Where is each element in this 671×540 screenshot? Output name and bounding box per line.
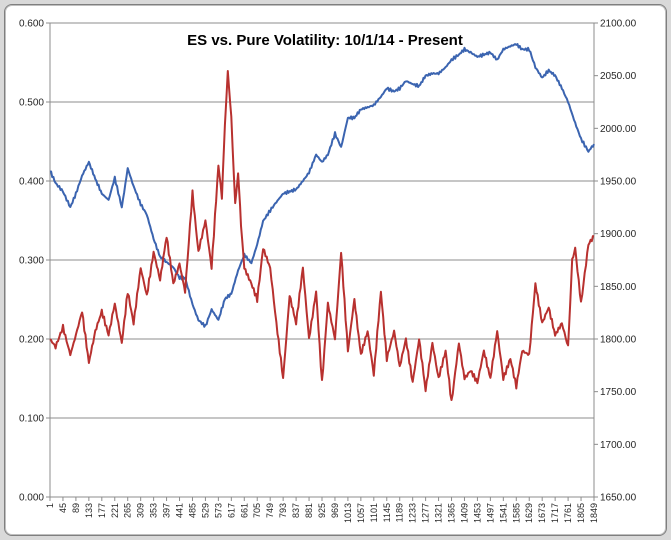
x-tick-label-19: 837: [291, 503, 301, 518]
x-axis-ticks: 1 45 89 133 177 221 265 309 353 397 441 485 529 573 61…: [45, 497, 599, 523]
x-tick-label-26: 1145: [382, 503, 392, 522]
x-tick-label-15: 661: [239, 503, 249, 518]
x-tick-label-10: 441: [175, 503, 185, 518]
x-tick-label-7: 309: [136, 503, 146, 518]
x-tick-label-2: 89: [71, 503, 81, 513]
x-tick-label-35: 1541: [498, 503, 508, 523]
left-tick-label-6: 0.600: [19, 19, 44, 30]
x-tick-label-42: 1849: [589, 503, 599, 523]
x-tick-label-31: 1365: [447, 503, 457, 523]
x-tick-label-30: 1321: [434, 503, 444, 523]
left-axis-ticks: 0.000 0.100 0.200 0.300 0.400 0.500 0.600: [19, 19, 50, 504]
x-tick-label-5: 221: [110, 503, 120, 518]
right-tick-label-5: 1900.00: [600, 229, 637, 240]
x-tick-label-34: 1497: [485, 503, 495, 523]
x-tick-label-24: 1057: [356, 503, 366, 523]
x-tick-label-29: 1277: [421, 503, 431, 523]
x-tick-label-9: 397: [162, 503, 172, 518]
right-axis-ticks: 1650.00 1700.00 1750.00 1800.00 1850.00 1900.…: [594, 19, 637, 504]
series-line-1: [49, 70, 595, 401]
x-tick-label-11: 485: [187, 503, 197, 518]
x-tick-label-37: 1629: [524, 503, 534, 523]
right-tick-label-1: 1700.00: [600, 440, 637, 451]
right-tick-label-3: 1800.00: [600, 335, 637, 346]
left-tick-label-2: 0.200: [19, 335, 44, 346]
x-tick-label-18: 793: [278, 503, 288, 518]
x-tick-label-6: 265: [123, 503, 133, 518]
left-tick-label-5: 0.500: [19, 98, 44, 109]
x-tick-label-17: 749: [265, 503, 275, 518]
x-tick-label-33: 1453: [472, 503, 482, 523]
left-tick-label-1: 0.100: [19, 414, 44, 425]
x-tick-label-14: 617: [226, 503, 236, 518]
right-tick-label-8: 2050.00: [600, 71, 637, 82]
chart-title: ES vs. Pure Volatility: 10/1/14 - Presen…: [187, 32, 463, 49]
x-tick-label-36: 1585: [511, 503, 521, 523]
x-tick-label-38: 1673: [537, 503, 547, 523]
left-tick-label-0: 0.000: [19, 493, 44, 504]
left-tick-label-3: 0.300: [19, 256, 44, 267]
right-tick-label-6: 1950.00: [600, 177, 637, 188]
right-tick-label-2: 1750.00: [600, 387, 637, 398]
series-line-0: [49, 43, 595, 328]
x-tick-label-22: 969: [330, 503, 340, 518]
x-tick-label-12: 529: [200, 503, 210, 518]
x-tick-label-27: 1189: [395, 503, 405, 522]
x-tick-label-1: 45: [58, 503, 68, 513]
series-lines: [49, 43, 595, 401]
x-tick-label-23: 1013: [343, 503, 353, 523]
left-tick-label-4: 0.400: [19, 177, 44, 188]
x-tick-label-40: 1761: [563, 503, 573, 523]
x-tick-label-0: 1: [45, 503, 55, 508]
x-tick-label-39: 1717: [550, 503, 560, 523]
x-tick-label-3: 133: [84, 503, 94, 518]
x-tick-label-8: 353: [149, 503, 159, 518]
x-tick-label-20: 881: [304, 503, 314, 518]
x-tick-label-16: 705: [252, 503, 262, 518]
right-tick-label-7: 2000.00: [600, 124, 637, 135]
gridlines: [50, 22, 594, 498]
x-tick-label-28: 1233: [408, 503, 418, 523]
x-tick-label-41: 1805: [576, 503, 586, 523]
x-tick-label-32: 1409: [459, 503, 469, 523]
x-tick-label-13: 573: [213, 503, 223, 518]
x-tick-label-21: 925: [317, 503, 327, 518]
right-tick-label-4: 1850.00: [600, 282, 637, 293]
right-tick-label-0: 1650.00: [600, 493, 637, 504]
x-tick-label-4: 177: [97, 503, 107, 518]
x-tick-label-25: 1101: [369, 503, 379, 522]
right-tick-label-9: 2100.00: [600, 19, 637, 30]
